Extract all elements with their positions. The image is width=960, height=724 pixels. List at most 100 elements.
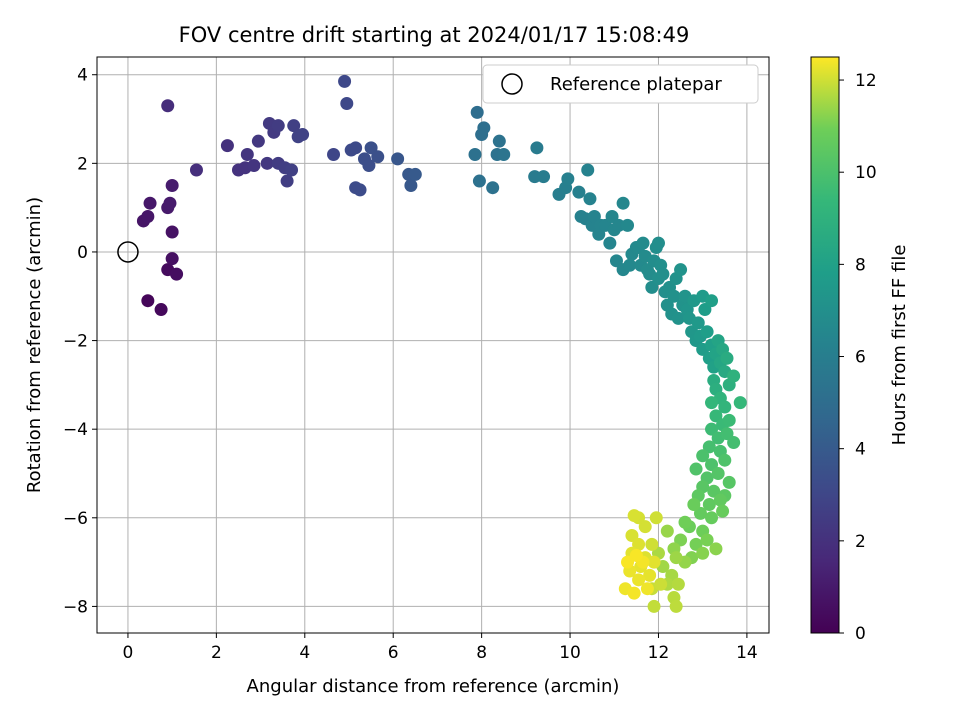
data-point [705,458,719,472]
data-point [486,181,500,195]
data-point [492,134,506,148]
data-point [698,303,712,317]
data-point [472,174,486,188]
data-point [629,548,643,562]
x-tick-label: 10 [559,643,581,663]
chart-title: FOV centre drift starting at 2024/01/17 … [179,23,690,47]
data-point [581,163,595,177]
data-point [583,192,597,206]
data-point [280,174,294,188]
data-point [722,413,736,427]
data-point [709,542,723,556]
data-point [709,409,723,423]
y-tick-label: −4 [63,420,88,440]
data-point [605,210,619,224]
legend-entry: Reference platepar [550,74,722,95]
colorbar: 0 2 4 6 8 10 12 Hours from first FF file [810,56,910,644]
data-point [647,555,661,569]
x-axis-label: Angular distance from reference (arcmin) [247,676,620,697]
data-point [667,289,681,303]
data-point [340,97,354,111]
reference-point [117,241,139,263]
data-point [603,236,617,250]
data-point [669,599,683,613]
x-tick-label: 12 [648,643,670,663]
data-point [689,462,703,476]
data-point [707,484,721,498]
x-axis-ticks: 0 2 4 6 8 10 12 14 [123,633,758,663]
data-point [537,170,551,184]
data-point [240,147,254,161]
data-point [327,147,341,161]
data-point [689,537,703,551]
data-point [408,167,422,181]
data-point [353,183,367,197]
data-point [616,196,630,210]
data-point [627,586,641,600]
data-point [623,258,637,272]
data-point [705,422,719,436]
x-tick-label: 6 [388,643,399,663]
data-point [640,582,654,596]
colorbar-tick-label: 10 [855,163,877,183]
data-point [702,498,716,512]
data-point [674,533,688,547]
data-point [687,498,701,512]
data-point [674,263,688,277]
data-point [165,178,179,192]
data-point [477,121,491,135]
data-point [497,147,511,161]
data-point [700,325,714,339]
reference-marker [117,241,139,263]
x-tick-label: 8 [476,643,487,663]
data-point [621,555,635,569]
colorbar-tick-label: 4 [855,440,866,460]
colorbar-tick-label: 6 [855,348,866,368]
colorbar-gradient [810,56,840,634]
data-point [165,225,179,239]
data-point [391,152,405,166]
data-point [165,252,179,266]
data-point [678,515,692,529]
legend-box [482,64,759,104]
data-point [470,105,484,119]
data-point [693,506,707,520]
y-tick-label: −6 [63,509,88,529]
y-tick-label: −2 [63,332,88,352]
data-point [696,449,710,463]
data-point [727,435,741,449]
x-tick-label: 0 [123,643,134,663]
colorbar-tick-label: 12 [855,71,877,91]
y-tick-label: −8 [63,597,88,617]
data-point [700,533,714,547]
x-tick-label: 4 [299,643,310,663]
data-point [338,74,352,88]
data-point [287,119,301,133]
legend: Reference platepar [482,64,759,104]
data-point [271,119,285,133]
data-point [371,150,385,164]
data-point [645,537,659,551]
y-tick-label: 2 [77,154,88,174]
data-point [705,396,719,410]
data-point [632,537,646,551]
data-point [572,185,586,199]
data-point [696,546,710,560]
data-point [720,351,734,365]
data-point [621,218,635,232]
data-point [669,551,683,565]
data-point [154,303,168,317]
data-point [251,134,265,148]
data-point [530,141,544,155]
data-point [713,493,727,507]
data-point [609,254,623,268]
colorbar-tick-label: 8 [855,255,866,275]
data-point [627,509,641,523]
y-axis-ticks: 4 2 0 −2 −4 −6 −8 [63,66,97,617]
data-point [733,396,747,410]
data-point [161,99,175,113]
data-point [643,568,657,582]
data-point [651,236,665,250]
data-point [638,520,652,534]
